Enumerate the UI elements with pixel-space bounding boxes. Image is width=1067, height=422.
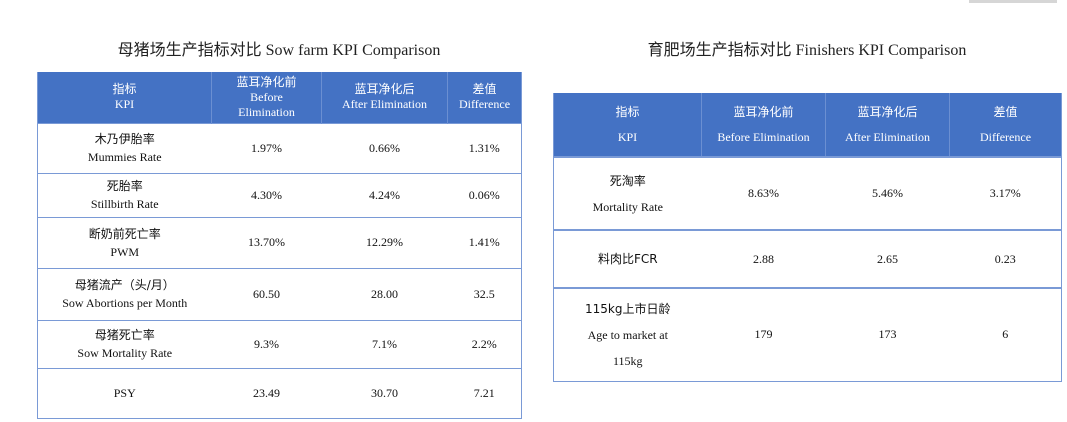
diff-cell: 6	[949, 287, 1062, 381]
diff-cell: 2.2%	[447, 319, 522, 368]
before-cell: 179	[701, 287, 826, 381]
finisher-header-row: 指标 KPI 蓝耳净化前 Before Elimination 蓝耳净化后 After…	[553, 93, 1062, 157]
table-row: 木乃伊胎率 Mummies Rate 1.97% 0.66% 1.31%	[37, 122, 522, 173]
diff-cell: 1.41%	[447, 216, 522, 268]
before-cell: 13.70%	[211, 216, 322, 268]
diff-cell: 0.06%	[447, 172, 522, 217]
after-cell: 4.24%	[321, 172, 448, 217]
diff-cell: 3.17%	[949, 156, 1062, 230]
kpi-cell: 母猪死亡率 Sow Mortality Rate	[37, 319, 212, 368]
diff-cell: 0.23	[949, 229, 1062, 288]
kpi-cell: 母猪流产（头/月） Sow Abortions per Month	[37, 267, 212, 320]
before-cell: 23.49	[211, 367, 322, 418]
sow-table-title: 母猪场生产指标对比 Sow farm KPI Comparison	[117, 42, 441, 59]
corner-watermark	[969, 0, 1057, 3]
sow-kpi-table: 指标 KPI 蓝耳净化前 Before Elimination 蓝耳净化后 After …	[37, 72, 522, 419]
before-cell: 60.50	[211, 267, 322, 320]
sow-header-before: 蓝耳净化前 Before Elimination	[211, 72, 322, 123]
table-row: 115kg上市日龄 Age to market at 115kg 179 173 6	[553, 287, 1062, 381]
after-cell: 7.1%	[321, 319, 448, 368]
before-cell: 9.3%	[211, 319, 322, 368]
kpi-cell: 木乃伊胎率 Mummies Rate	[37, 122, 212, 173]
table-row: 死淘率 Mortality Rate 8.63% 5.46% 3.17%	[553, 156, 1062, 230]
after-cell: 0.66%	[321, 122, 448, 173]
after-cell: 2.65	[825, 229, 950, 288]
table-row: 料肉比FCR 2.88 2.65 0.23	[553, 229, 1062, 288]
table-row: 母猪死亡率 Sow Mortality Rate 9.3% 7.1% 2.2%	[37, 319, 522, 368]
kpi-cell: 断奶前死亡率 PWM	[37, 216, 212, 268]
sow-header-kpi: 指标 KPI	[37, 72, 212, 123]
finisher-table-title: 育肥场生产指标对比 Finishers KPI Comparison	[647, 42, 967, 59]
after-cell: 28.00	[321, 267, 448, 320]
kpi-cell: 死淘率 Mortality Rate	[553, 156, 702, 230]
table-row: 死胎率 Stillbirth Rate 4.30% 4.24% 0.06%	[37, 172, 522, 217]
after-cell: 5.46%	[825, 156, 950, 230]
table-row: 断奶前死亡率 PWM 13.70% 12.29% 1.41%	[37, 216, 522, 268]
sow-header-row: 指标 KPI 蓝耳净化前 Before Elimination 蓝耳净化后 After …	[37, 72, 522, 123]
before-cell: 4.30%	[211, 172, 322, 217]
finisher-kpi-table: 指标 KPI 蓝耳净化前 Before Elimination 蓝耳净化后 After…	[553, 93, 1062, 382]
kpi-cell: 料肉比FCR	[553, 229, 702, 288]
kpi-cell: PSY	[37, 367, 212, 418]
after-cell: 173	[825, 287, 950, 381]
before-cell: 2.88	[701, 229, 826, 288]
finisher-header-diff: 差值 Difference	[949, 93, 1062, 157]
table-row: 母猪流产（头/月） Sow Abortions per Month 60.50 2…	[37, 267, 522, 320]
sow-header-after: 蓝耳净化后 After Elimination	[321, 72, 448, 123]
finisher-header-before: 蓝耳净化前 Before Elimination	[701, 93, 826, 157]
diff-cell: 32.5	[447, 267, 522, 320]
after-cell: 12.29%	[321, 216, 448, 268]
diff-cell: 1.31%	[447, 122, 522, 173]
finisher-header-kpi: 指标 KPI	[553, 93, 702, 157]
kpi-cell: 115kg上市日龄 Age to market at 115kg	[553, 287, 702, 381]
table-row: PSY 23.49 30.70 7.21	[37, 367, 522, 418]
before-cell: 8.63%	[701, 156, 826, 230]
before-cell: 1.97%	[211, 122, 322, 173]
finisher-header-after: 蓝耳净化后 After Elimination	[825, 93, 950, 157]
sow-header-diff: 差值 Difference	[447, 72, 522, 123]
diff-cell: 7.21	[447, 367, 522, 418]
kpi-cell: 死胎率 Stillbirth Rate	[37, 172, 212, 217]
after-cell: 30.70	[321, 367, 448, 418]
